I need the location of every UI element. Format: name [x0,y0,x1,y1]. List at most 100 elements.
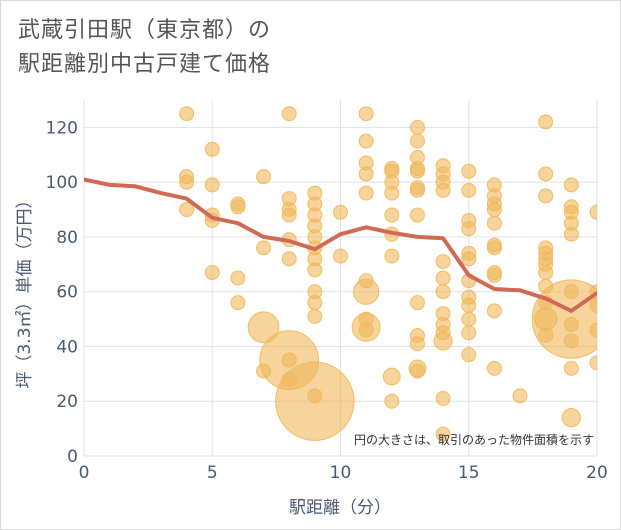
data-bubble [461,163,477,179]
data-bubble [230,199,246,215]
data-bubble [461,347,477,363]
data-bubble [461,325,477,341]
data-bubble [538,166,554,182]
data-bubble [281,352,297,368]
data-bubble [435,426,451,442]
data-bubble [179,174,195,190]
x-tick-label: 20 [586,463,608,483]
chart-title-line-2: 駅距離別中古戸建て価格 [18,52,272,77]
data-bubble [538,188,554,204]
chart-title-line-1: 武蔵引田駅（東京都）の [18,18,272,43]
data-bubble [358,322,374,338]
data-bubble [333,204,348,220]
data-bubble [256,240,272,256]
data-bubble [589,322,597,338]
data-bubble [563,226,579,242]
data-bubble [204,265,220,281]
data-bubble [461,182,477,198]
y-axis-label: 坪（3.3㎡）単価（万円） [15,191,35,388]
trend-line [84,177,597,313]
data-bubble [409,163,425,179]
data-bubble [461,221,477,237]
size-annotation: 円の大きさは、取引のあった物件面積を示す [354,432,594,447]
data-bubble [563,360,579,376]
data-bubble [435,390,451,406]
data-bubble [589,355,597,371]
data-bubble [589,204,597,220]
data-bubble [461,251,477,267]
data-bubble [486,215,502,231]
y-tick-label: 60 [56,283,78,303]
data-bubble [435,182,451,198]
data-bubble [204,177,220,193]
data-bubble [538,114,554,130]
x-tick-label: 10 [330,463,352,483]
data-bubble [409,133,425,149]
data-bubble [281,207,297,223]
data-bubble [461,297,477,313]
data-bubble [409,119,425,135]
chart-title: 武蔵引田駅（東京都）の 駅距離別中古戸建て価格 [18,14,438,82]
data-bubble [435,254,451,270]
data-bubble [589,297,597,313]
data-bubble [512,388,528,404]
data-bubble [563,317,579,333]
data-bubble [435,284,451,300]
data-bubble [409,182,425,198]
data-bubble [563,177,579,193]
data-bubble [358,166,374,182]
x-tick-label: 5 [207,463,218,483]
data-bubble [486,240,502,256]
data-bubble [358,133,374,149]
y-tick-label: 100 [46,173,78,193]
data-bubble [486,202,502,218]
x-tick-label: 0 [79,463,90,483]
data-bubble [307,295,323,311]
data-bubble [461,311,477,327]
data-bubble [384,248,400,264]
data-bubble [486,303,502,319]
data-bubble [358,185,374,201]
data-bubble [179,106,195,122]
data-bubble [382,367,401,386]
data-bubble [247,311,280,344]
data-bubble [409,336,425,352]
data-bubble [358,106,374,122]
data-bubble [538,265,554,281]
data-bubble [333,248,348,264]
data-bubble [433,331,453,351]
data-bubble [384,185,400,201]
data-bubble [486,360,502,376]
data-bubble [204,141,220,157]
data-bubble [435,270,451,286]
data-bubble [230,295,246,311]
trend-line-layer [84,177,597,313]
x-tick-label: 15 [458,463,480,483]
data-bubble [384,393,400,409]
y-tick-label: 20 [56,392,78,412]
data-bubble [256,169,272,185]
y-tick-label: 80 [56,228,78,248]
data-bubble [563,333,579,349]
data-bubble [409,363,425,379]
data-bubble [561,408,581,428]
tick-labels: 0 5 10 15 20 0 20 40 60 80 100 120 [46,118,608,483]
x-axis-label: 駅距離（分） [289,498,391,518]
data-bubble [307,262,323,278]
data-bubble [307,388,323,404]
data-bubble [281,251,297,267]
bubble-layer [179,106,597,442]
data-bubble [384,207,400,223]
data-bubble [281,106,297,122]
y-tick-label: 120 [46,118,78,138]
data-bubble [179,202,195,218]
data-bubble [230,270,246,286]
data-bubble [486,267,502,283]
data-bubble [307,308,323,324]
data-bubble [409,295,425,311]
y-tick-label: 40 [56,337,78,357]
data-bubble [353,278,380,305]
y-tick-label: 0 [67,447,78,467]
data-bubble [409,207,425,223]
